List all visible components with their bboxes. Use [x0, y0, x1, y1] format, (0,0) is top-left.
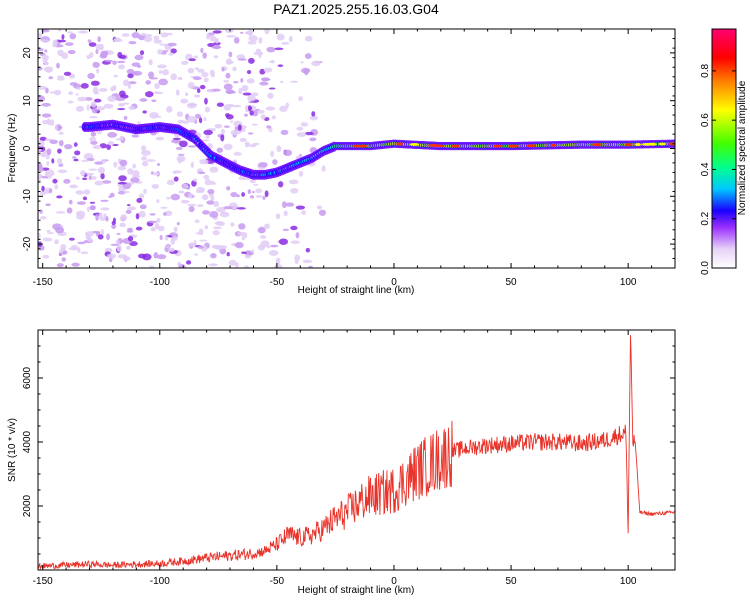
snr-x-tick-label: -150 — [33, 576, 53, 587]
colorbar-tick-label: 0.4 — [700, 162, 711, 176]
colorbar-tick-label: 0.8 — [700, 63, 711, 77]
spectrogram-y-tick-label: -20 — [22, 236, 33, 251]
snr-frame — [37, 329, 676, 571]
colorbar: 0.0 0.2 0.4 0.6 0.8 Normalized spectral ampl… — [700, 28, 748, 275]
spectrogram-y-tick-label: -10 — [22, 189, 33, 204]
snr-x-tick-label: 100 — [620, 576, 637, 587]
colorbar-tick-label: 0.6 — [700, 113, 711, 127]
snr-x-tick-label: 50 — [506, 576, 518, 587]
spectrogram-x-tick-label: 50 — [506, 277, 518, 288]
spectrogram-y-tick-label: 0 — [22, 145, 33, 151]
snr-plot-area — [38, 335, 675, 570]
snr-y-tick-label: 4000 — [22, 430, 33, 453]
spectrogram-x-tick-label: -100 — [150, 277, 170, 288]
snr-axes: -150 -100 -50 0 50 100 2000 4000 6000 — [22, 330, 676, 587]
snr-x-tick-label: -100 — [150, 576, 170, 587]
colorbar-gradient — [712, 29, 736, 268]
spectrogram-y-tick-label: 20 — [22, 47, 33, 59]
spectrogram-plot-area — [38, 29, 675, 268]
spectrogram-y-tick-label: 10 — [22, 95, 33, 107]
spectrogram-ridge — [81, 119, 675, 180]
colorbar-ticks: 0.0 0.2 0.4 0.6 0.8 — [700, 28, 737, 275]
snr-chart: -150 -100 -50 0 50 100 2000 4000 6000 Height of … — [7, 329, 676, 596]
spectrogram-x-tick-label: -50 — [270, 277, 285, 288]
snr-x-axis-label: Height of straight line (km) — [298, 585, 415, 596]
snr-x-tick-label: 0 — [391, 576, 397, 587]
colorbar-tick-label: 0.0 — [700, 261, 711, 275]
colorbar-tick-label: 0.2 — [700, 211, 711, 225]
snr-y-axis-label: SNR (10 * v/v) — [7, 418, 18, 482]
snr-x-tick-label: -50 — [270, 576, 285, 587]
snr-series-line — [38, 335, 675, 570]
colorbar-label: Normalized spectral amplitude — [737, 80, 748, 215]
spectrogram-x-tick-label: 0 — [391, 277, 397, 288]
figure-title: PAZ1.2025.255.16.03.G04 — [273, 1, 439, 17]
spectrogram-x-axis-label: Height of straight line (km) — [298, 285, 415, 296]
snr-y-tick-label: 2000 — [22, 494, 33, 517]
spectrogram-x-tick-label: 100 — [620, 277, 637, 288]
colorbar-frame — [711, 28, 737, 269]
spectrogram-hotspots — [352, 142, 675, 148]
spectrogram-y-axis-label: Frequency (Hz) — [7, 114, 18, 183]
snr-y-tick-label: 6000 — [22, 366, 33, 389]
spectrogram-x-tick-label: -150 — [33, 277, 53, 288]
